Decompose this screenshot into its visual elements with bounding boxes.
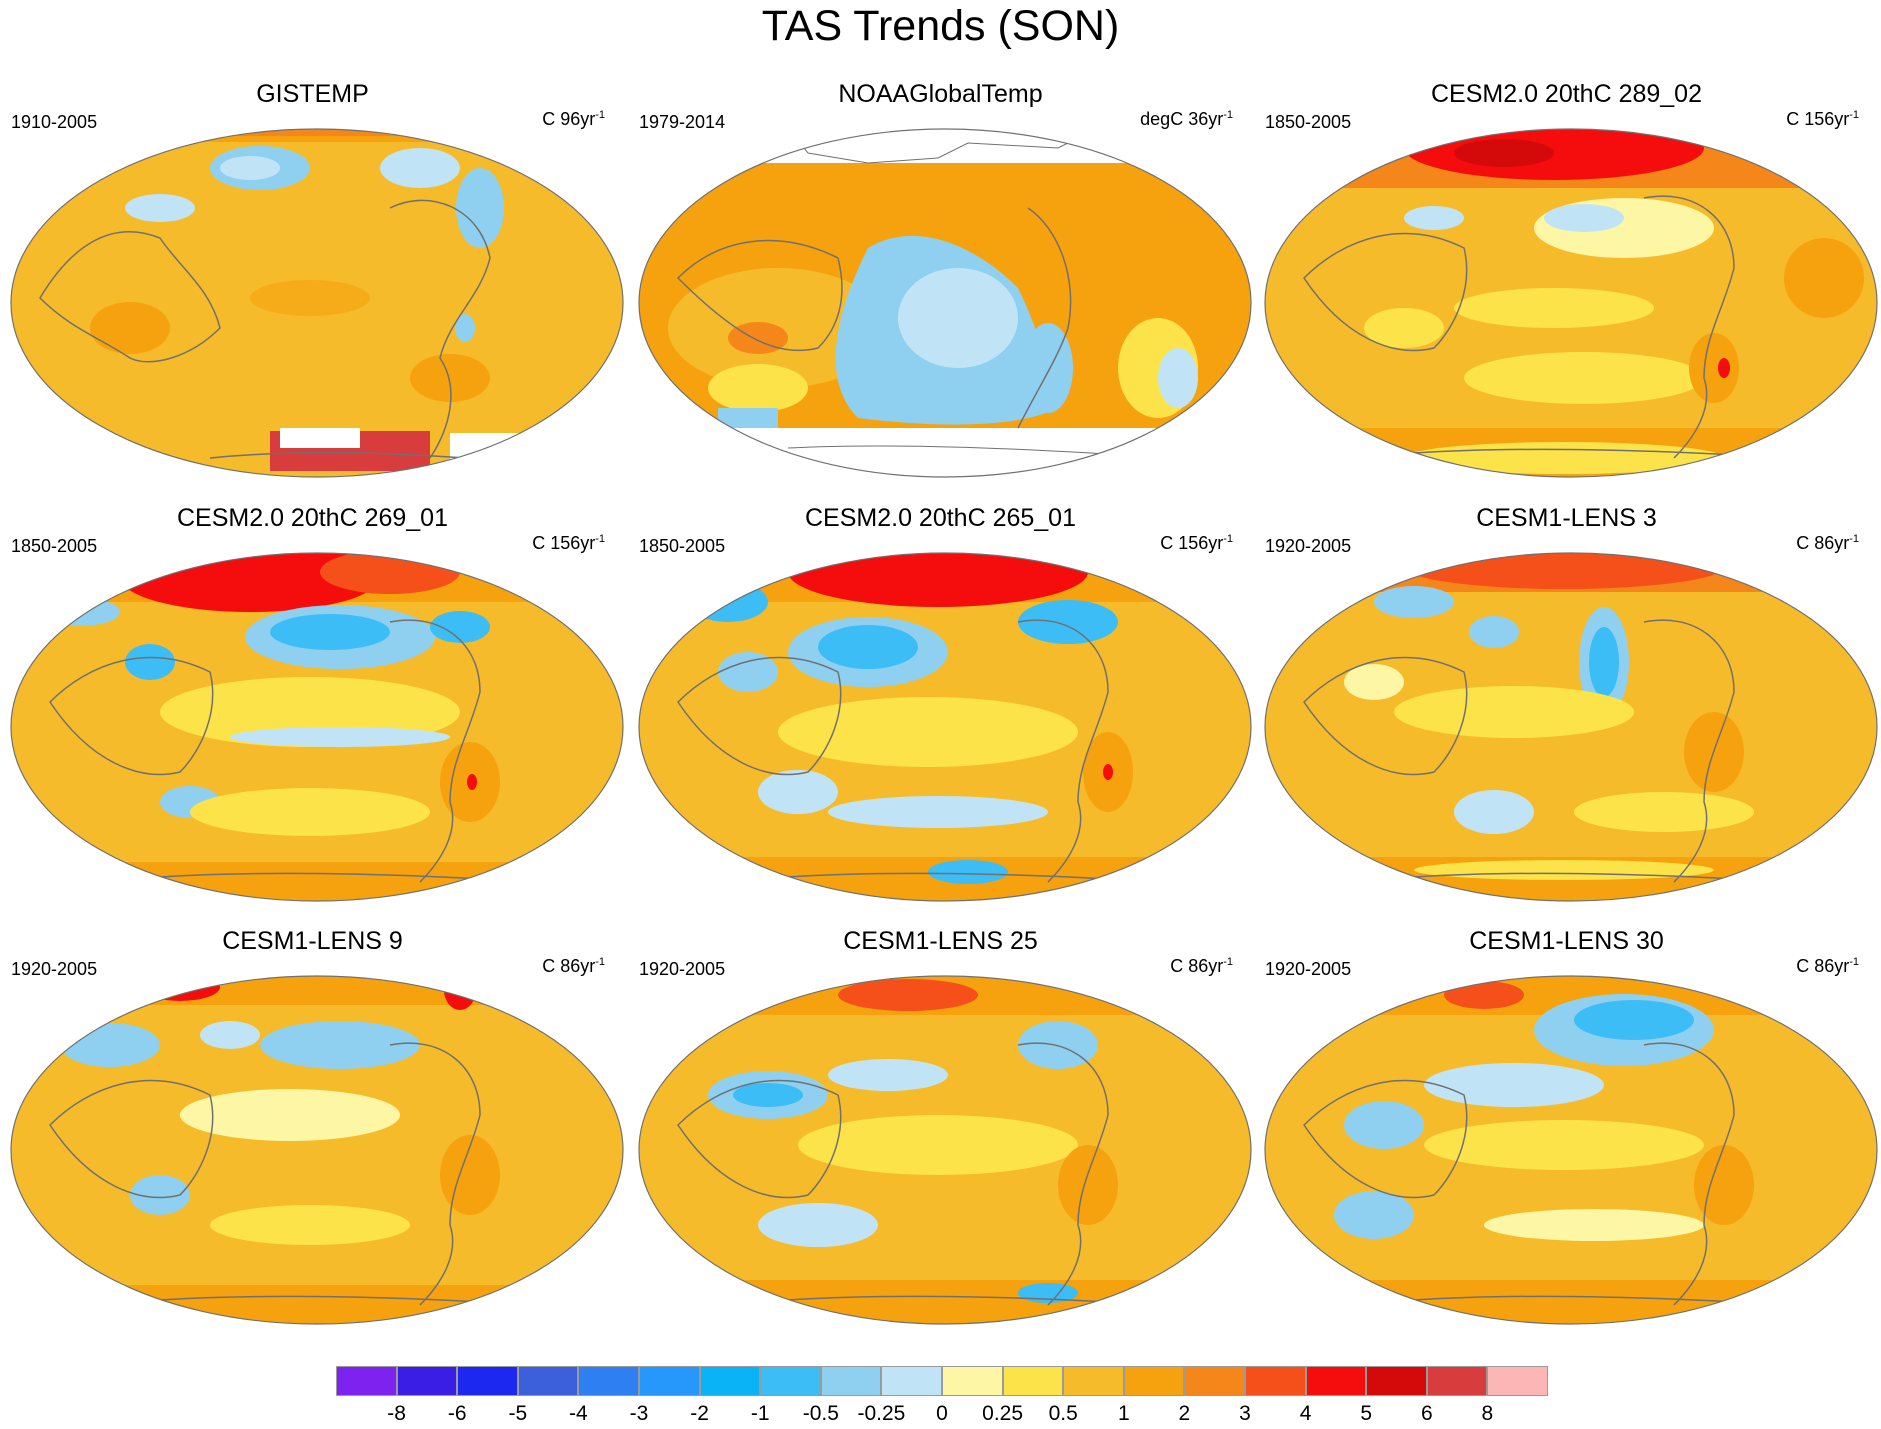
map-panel-cesm1-lens-30: CESM1-LENS 30 1920-2005 C 86yr-1 xyxy=(1254,927,1879,1327)
panel-title: CESM1-LENS 25 xyxy=(843,927,1038,955)
colorbar-swatch xyxy=(760,1366,821,1396)
panel-title: CESM1-LENS 9 xyxy=(222,927,403,955)
colorbar-label: 5 xyxy=(1360,1402,1373,1425)
panel-title: CESM2.0 20thC 265_01 xyxy=(804,504,1076,532)
colorbar-swatch xyxy=(1063,1366,1124,1396)
panel-title: GISTEMP xyxy=(256,80,369,108)
colorbar-swatch xyxy=(699,1366,761,1396)
trend-map-cesm1-lens-25 xyxy=(638,975,1252,1325)
panel-units: C 86yr-1 xyxy=(1796,956,1859,976)
colorbar-swatch xyxy=(457,1366,518,1396)
colorbar-label: -0.25 xyxy=(857,1402,906,1425)
map-panel-gistemp: GISTEMP 1910-2005 C 96yr-1 xyxy=(0,80,625,480)
trend-map-cesm1-lens-30 xyxy=(1264,975,1878,1325)
panel-period: 1910-2005 xyxy=(11,112,98,132)
map-panel-cesm1-lens-9: CESM1-LENS 9 1920-2005 C 86yr-1 xyxy=(0,927,625,1327)
map-panel-cesm1-lens-3: CESM1-LENS 3 1920-2005 C 86yr-1 xyxy=(1254,504,1879,904)
panel-period: 1979-2014 xyxy=(639,112,726,132)
panel-units: C 86yr-1 xyxy=(542,956,605,976)
panel-period: 1850-2005 xyxy=(1265,112,1352,132)
panel-units: C 156yr-1 xyxy=(532,533,605,553)
trend-map-cesm1-lens-9 xyxy=(10,975,624,1325)
panel-units: C 86yr-1 xyxy=(1796,533,1859,553)
panel-units: C 156yr-1 xyxy=(1786,109,1859,129)
panel-units: C 156yr-1 xyxy=(1160,533,1233,553)
figure-title: TAS Trends (SON) xyxy=(761,2,1120,50)
colorbar-swatch xyxy=(396,1366,458,1396)
panel-title: CESM1-LENS 3 xyxy=(1476,504,1657,532)
map-panel-cesm2-265-01: CESM2.0 20thC 265_01 1850-2005 C 156yr-1 xyxy=(628,504,1253,904)
panel-period: 1850-2005 xyxy=(639,536,726,556)
colorbar-label: -6 xyxy=(447,1402,467,1425)
panel-title: CESM2.0 20thC 289_02 xyxy=(1430,80,1702,108)
panel-period: 1920-2005 xyxy=(11,959,98,979)
panel-title: CESM2.0 20thC 269_01 xyxy=(176,504,448,532)
panel-units: C 86yr-1 xyxy=(1170,956,1233,976)
colorbar-label: 3 xyxy=(1239,1402,1251,1425)
colorbar-label: 6 xyxy=(1420,1402,1433,1425)
colorbar-swatch xyxy=(1002,1366,1064,1396)
colorbar-label: -0.5 xyxy=(802,1402,839,1425)
colorbar-swatch xyxy=(1184,1366,1245,1396)
colorbar-swatch xyxy=(336,1366,397,1396)
colorbar-swatch xyxy=(578,1366,639,1396)
colorbar-swatch xyxy=(1245,1366,1306,1396)
colorbar-label: 4 xyxy=(1299,1402,1312,1425)
map-panel-cesm2-289-02: CESM2.0 20thC 289_02 1850-2005 C 156yr-1 xyxy=(1254,80,1879,480)
colorbar-legend: -8 -6 -5 -4 -3 -2 -1 -0.5 -0.25 0 0.25 0.5 1 2 3 4 5 6 8 xyxy=(336,1366,1548,1425)
colorbar-swatch xyxy=(820,1366,882,1396)
colorbar-label: -3 xyxy=(629,1402,649,1425)
map-panel-noaaglobaltemp: NOAAGlobalTemp 1979-2014 degC 36yr-1 xyxy=(628,80,1253,480)
colorbar-swatch xyxy=(942,1366,1003,1396)
colorbar-swatch xyxy=(1366,1366,1427,1396)
trend-map-gistemp xyxy=(10,128,624,478)
colorbar-label: 2 xyxy=(1178,1402,1191,1425)
colorbar-swatch xyxy=(1487,1366,1548,1396)
panel-units: C 96yr-1 xyxy=(542,109,605,129)
panel-title: CESM1-LENS 30 xyxy=(1469,927,1664,955)
colorbar-swatch xyxy=(881,1366,942,1396)
colorbar-label: -8 xyxy=(387,1402,406,1425)
colorbar-label: -1 xyxy=(750,1402,770,1425)
map-panel-cesm1-lens-25: CESM1-LENS 25 1920-2005 C 86yr-1 xyxy=(628,927,1253,1327)
colorbar-swatch xyxy=(1426,1366,1488,1396)
colorbar-swatch xyxy=(1305,1366,1367,1396)
panel-period: 1920-2005 xyxy=(639,959,726,979)
colorbar-label: 0.5 xyxy=(1048,1402,1078,1425)
panel-units: degC 36yr-1 xyxy=(1140,109,1233,129)
trend-map-noaaglobaltemp xyxy=(638,128,1252,478)
trend-map-cesm2-269-01 xyxy=(10,552,624,902)
panel-period: 1920-2005 xyxy=(1265,959,1352,979)
colorbar-label: 1 xyxy=(1117,1402,1130,1425)
colorbar-label: 0 xyxy=(936,1402,948,1425)
colorbar-swatch xyxy=(517,1366,579,1396)
trend-map-cesm1-lens-3 xyxy=(1264,552,1878,902)
colorbar-swatch xyxy=(1123,1366,1185,1396)
panel-title: NOAAGlobalTemp xyxy=(838,80,1043,108)
colorbar-swatch xyxy=(639,1366,700,1396)
colorbar-label: 8 xyxy=(1481,1402,1494,1425)
colorbar-label: -2 xyxy=(690,1402,709,1425)
colorbar-label: -4 xyxy=(569,1402,588,1425)
trend-map-cesm2-289-02 xyxy=(1264,128,1878,478)
map-panel-cesm2-269-01: CESM2.0 20thC 269_01 1850-2005 C 156yr-1 xyxy=(0,504,625,904)
colorbar-label: -5 xyxy=(508,1402,528,1425)
colorbar-label: 0.25 xyxy=(982,1402,1024,1425)
trend-map-cesm2-265-01 xyxy=(638,552,1252,902)
panel-period: 1920-2005 xyxy=(1265,536,1352,556)
panel-period: 1850-2005 xyxy=(11,536,98,556)
